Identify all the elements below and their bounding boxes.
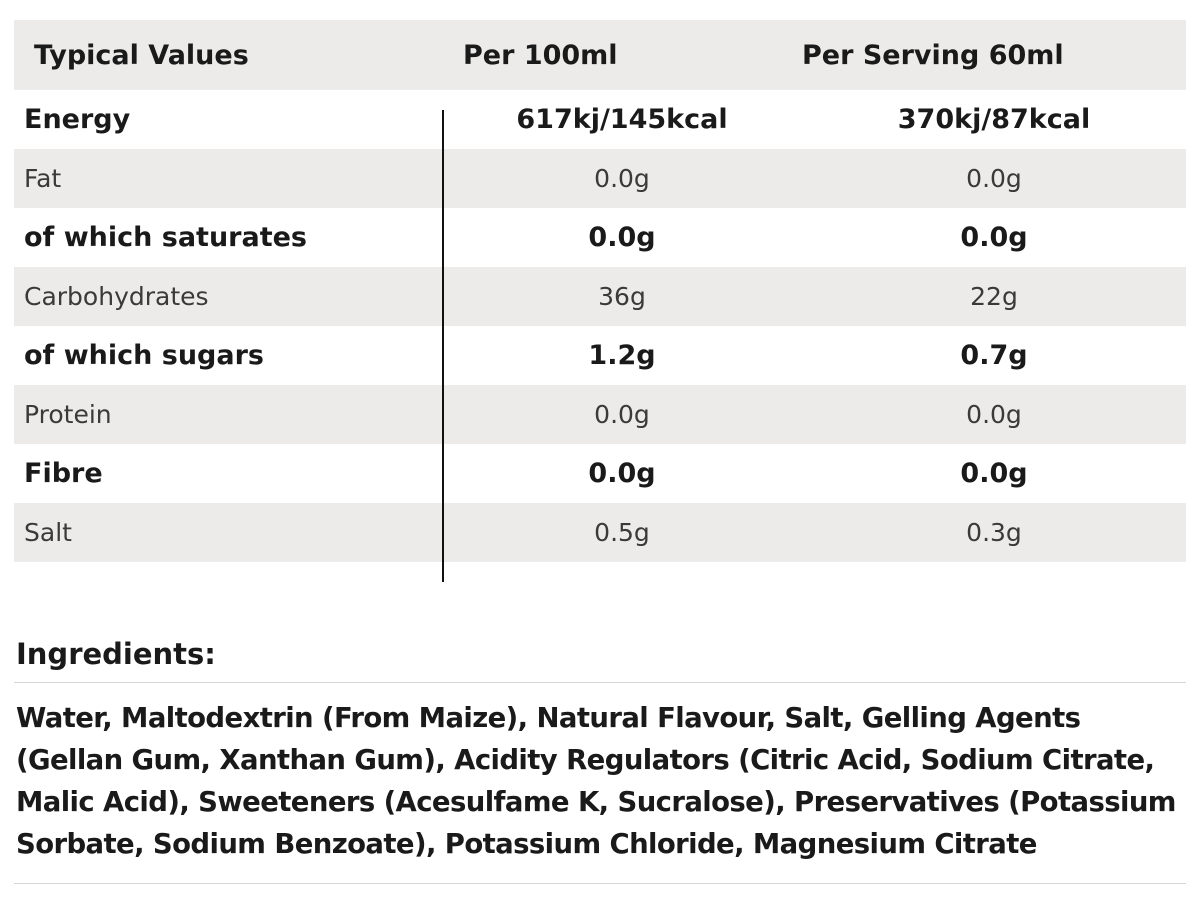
ingredients-line: Malic Acid), Sweeteners (Acesulfame K, S… — [16, 786, 1176, 818]
row-per-100ml: 0.0g — [594, 164, 650, 193]
row-per-serving: 0.7g — [960, 340, 1028, 371]
column-divider — [442, 110, 444, 582]
ingredients-text: Water, Maltodextrin (From Maize), Natura… — [14, 683, 1186, 883]
ingredients-section: Ingredients: Water, Maltodextrin (From M… — [14, 630, 1186, 884]
row-name: Energy — [24, 104, 131, 135]
table-row: Fat 0.0g 0.0g — [14, 149, 1186, 208]
table-row: Salt 0.5g 0.3g — [14, 503, 1186, 562]
table-row: of which saturates 0.0g 0.0g — [14, 208, 1186, 267]
row-per-serving: 370kj/87kcal — [897, 104, 1091, 135]
row-name: Fibre — [24, 458, 103, 489]
table-row: of which sugars 1.2g 0.7g — [14, 326, 1186, 385]
row-per-serving: 22g — [970, 282, 1018, 311]
row-per-serving: 0.3g — [966, 518, 1022, 547]
ingredients-line: Sorbate, Sodium Benzoate), Potassium Chl… — [16, 828, 1037, 860]
divider — [14, 883, 1186, 884]
table-row: Carbohydrates 36g 22g — [14, 267, 1186, 326]
ingredients-line: Water, Maltodextrin (From Maize), Natura… — [16, 702, 1081, 734]
row-per-serving: 0.0g — [960, 222, 1028, 253]
table-row: Fibre 0.0g 0.0g — [14, 444, 1186, 503]
row-per-100ml: 0.5g — [594, 518, 650, 547]
row-name: Salt — [24, 518, 72, 547]
table-row: Energy 617kj/145kcal 370kj/87kcal — [14, 90, 1186, 149]
header-per-serving: Per Serving 60ml — [802, 39, 1064, 71]
row-per-100ml: 0.0g — [594, 400, 650, 429]
table-header: Typical Values Per 100ml Per Serving 60m… — [14, 20, 1186, 90]
row-per-100ml: 36g — [598, 282, 646, 311]
row-name: Carbohydrates — [24, 282, 209, 311]
ingredients-title: Ingredients: — [16, 637, 216, 671]
header-per-100ml: Per 100ml — [463, 39, 618, 71]
row-name: Fat — [24, 164, 62, 193]
table-row: Protein 0.0g 0.0g — [14, 385, 1186, 444]
row-name: of which saturates — [24, 222, 307, 253]
row-per-100ml: 0.0g — [588, 222, 656, 253]
row-per-serving: 0.0g — [960, 458, 1028, 489]
row-per-serving: 0.0g — [966, 164, 1022, 193]
ingredients-line: (Gellan Gum, Xanthan Gum), Acidity Regul… — [16, 744, 1155, 776]
row-per-100ml: 617kj/145kcal — [516, 104, 728, 135]
row-per-100ml: 1.2g — [588, 340, 656, 371]
nutrition-table: Typical Values Per 100ml Per Serving 60m… — [14, 20, 1186, 582]
divider — [14, 682, 1186, 683]
row-per-100ml: 0.0g — [588, 458, 656, 489]
row-per-serving: 0.0g — [966, 400, 1022, 429]
row-name: of which sugars — [24, 340, 264, 371]
row-name: Protein — [24, 400, 112, 429]
header-typical-values: Typical Values — [34, 39, 249, 71]
